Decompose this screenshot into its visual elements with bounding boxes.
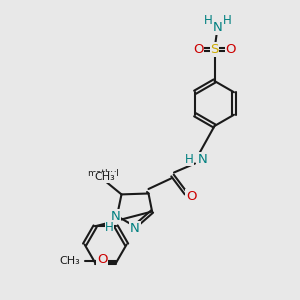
- Text: N: N: [198, 152, 207, 166]
- Text: O: O: [226, 43, 236, 56]
- Text: O: O: [186, 190, 197, 203]
- Text: N: N: [213, 21, 222, 34]
- Text: H: H: [184, 152, 194, 166]
- Text: H: H: [223, 14, 232, 27]
- Text: N: N: [130, 221, 140, 235]
- Text: CH₃: CH₃: [94, 172, 116, 182]
- Text: CH₃: CH₃: [60, 256, 80, 266]
- Text: O: O: [97, 253, 107, 266]
- Text: H: H: [203, 14, 212, 27]
- Text: N: N: [111, 209, 120, 223]
- Text: methyl: methyl: [87, 169, 118, 178]
- Text: O: O: [193, 43, 203, 56]
- Text: S: S: [210, 43, 219, 56]
- Text: H: H: [105, 221, 114, 234]
